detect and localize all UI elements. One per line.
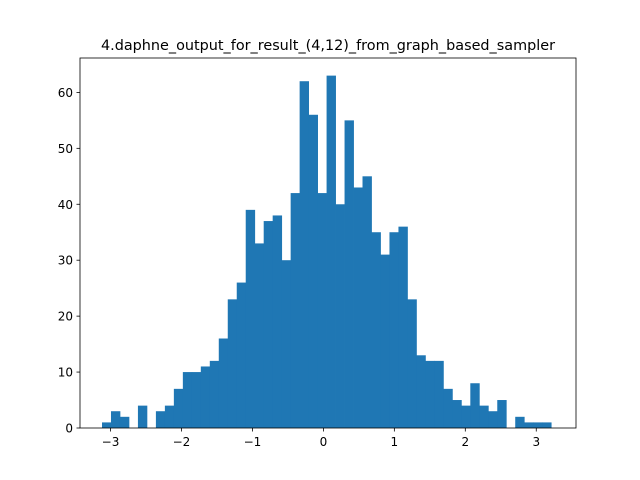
x-tick-label: −1 — [244, 435, 262, 449]
histogram-bar — [155, 411, 166, 428]
y-tick-label: 20 — [58, 310, 73, 324]
histogram-bar — [434, 360, 444, 428]
histogram-bar — [398, 226, 408, 428]
histogram-bar — [281, 260, 292, 428]
y-tick-label: 60 — [58, 86, 73, 100]
histogram-bar — [209, 360, 220, 428]
histogram-bar — [497, 400, 507, 428]
histogram-bar — [416, 355, 426, 428]
x-tick-label: 0 — [320, 435, 328, 449]
histogram-bar — [515, 416, 525, 428]
histogram-bar — [479, 405, 489, 428]
y-tick-label: 10 — [58, 366, 73, 380]
histogram-bar — [218, 338, 229, 428]
x-axis-ticks: −3 −2 −1 0 1 2 3 — [102, 428, 540, 449]
plot-frame — [79, 57, 577, 429]
histogram-bar — [362, 176, 372, 428]
histogram-bar — [461, 405, 471, 428]
x-tick-label: −2 — [173, 435, 191, 449]
histogram-bar — [470, 383, 480, 428]
y-tick-label: 0 — [65, 422, 73, 436]
histogram-bar — [488, 411, 498, 428]
histogram-bar — [227, 299, 238, 428]
histogram-bar — [263, 221, 274, 428]
y-tick-label: 30 — [58, 254, 73, 268]
histogram-bar — [425, 360, 435, 428]
y-axis-ticks: 0 10 20 30 40 50 60 — [58, 86, 80, 436]
histogram-bar — [452, 400, 462, 428]
x-tick-label: 2 — [461, 435, 469, 449]
histogram-bar — [110, 411, 121, 428]
y-tick-label: 50 — [58, 142, 73, 156]
histogram-bar — [326, 75, 336, 429]
histogram-bar — [380, 254, 390, 428]
histogram-bar — [245, 209, 256, 428]
y-tick-label: 40 — [58, 198, 73, 212]
histogram-bar — [299, 81, 310, 429]
histogram-bar — [542, 422, 552, 428]
histogram-bar — [308, 114, 318, 429]
histogram-bar — [533, 422, 543, 428]
histogram-bar — [102, 422, 112, 428]
histogram-bar — [407, 299, 417, 428]
x-tick-label: −3 — [102, 435, 120, 449]
histogram-bar — [164, 405, 175, 428]
histogram-bar — [200, 366, 211, 428]
histogram-bar — [119, 416, 130, 428]
histogram-bar — [344, 120, 354, 429]
histogram-bar — [182, 372, 193, 428]
histogram-bar — [371, 232, 381, 428]
histogram-bar — [335, 204, 345, 428]
histogram-bar — [254, 243, 265, 428]
histogram-bar — [137, 405, 148, 428]
histogram-bar — [443, 388, 453, 428]
histogram-bar — [389, 232, 399, 428]
histogram-bar — [173, 388, 184, 428]
chart-title: 4.daphne_output_for_result_(4,12)_from_g… — [101, 38, 555, 54]
histogram-bars — [102, 75, 552, 429]
histogram-bar — [353, 187, 363, 428]
x-tick-label: 1 — [391, 435, 399, 449]
histogram-bar — [524, 422, 534, 428]
histogram-bar — [191, 372, 202, 428]
histogram-bar — [272, 215, 283, 428]
x-tick-label: 3 — [532, 435, 540, 449]
histogram-bar — [236, 282, 247, 428]
histogram-bar — [290, 193, 301, 428]
histogram-bar — [317, 193, 327, 428]
